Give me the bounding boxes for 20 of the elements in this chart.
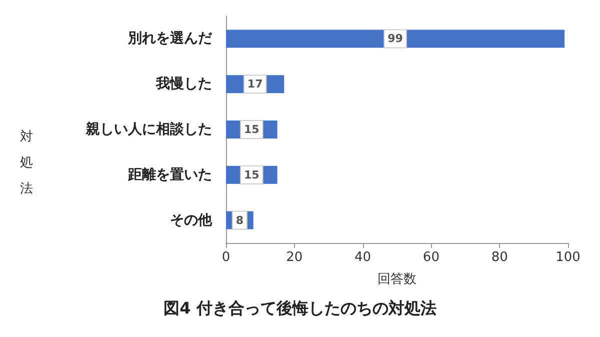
y-tick-label: 我慢した (155, 76, 212, 92)
text: 図4 付き合って後悔したのちの対処法 (164, 298, 436, 318)
y-axis-title: 対処法 (20, 128, 33, 196)
x-tick-label: 20 (286, 250, 303, 265)
y-tick-label: 別れを選んだ (127, 30, 213, 47)
x-tick-label: 0 (222, 250, 230, 265)
x-tick-label: 100 (556, 250, 580, 265)
y-tick-label: その他 (170, 212, 213, 228)
y-tick-label: 親しい人に相談した (85, 120, 212, 138)
data-label: 17 (247, 78, 263, 91)
y-tick-label: 距離を置いた (127, 166, 212, 183)
x-tick-label: 40 (354, 250, 372, 265)
x-axis-title: 回答数 (378, 272, 416, 287)
data-label: 8 (236, 214, 244, 227)
x-tick-label: 60 (422, 250, 440, 265)
bar (226, 30, 565, 48)
x-tick-label: 80 (491, 250, 508, 265)
data-label: 15 (244, 123, 260, 136)
data-label: 99 (388, 32, 403, 46)
data-label: 15 (244, 168, 260, 182)
